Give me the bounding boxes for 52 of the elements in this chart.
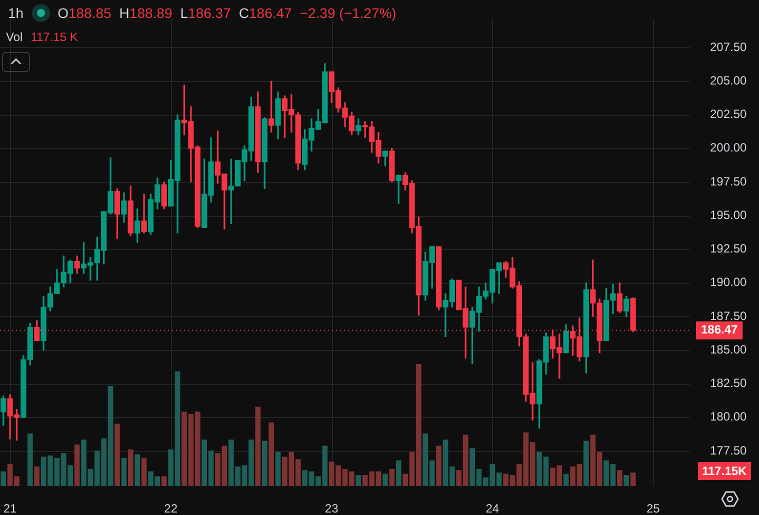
- y-tick-label: 205.00: [710, 73, 748, 88]
- x-tick-label: 25: [646, 502, 660, 515]
- ref-line-label: 186.47: [701, 322, 738, 337]
- bar: [27, 434, 33, 486]
- bar: [389, 468, 395, 486]
- bar: [121, 458, 127, 486]
- bar: [134, 454, 140, 486]
- bar: [275, 452, 281, 486]
- bar: [382, 474, 388, 486]
- annotation: C186.47: [238, 5, 292, 21]
- bar: [436, 446, 442, 486]
- bar: [616, 470, 622, 486]
- bar: [128, 449, 134, 486]
- annotation: Vol: [6, 30, 23, 44]
- annotation: 117.15 K: [30, 30, 78, 44]
- bar: [74, 444, 80, 486]
- bar: [268, 422, 274, 486]
- annotation: L186.37: [180, 5, 231, 21]
- y-tick-label: 177.50: [710, 443, 748, 458]
- y-tick-label: 187.50: [710, 308, 748, 323]
- bar: [563, 474, 569, 486]
- y-tick-label: 182.50: [710, 376, 748, 390]
- x-tick-label: 24: [486, 502, 500, 515]
- y-tick-label: 202.50: [710, 107, 748, 122]
- bar: [0, 471, 6, 486]
- bar: [583, 440, 589, 486]
- bar: [114, 424, 120, 486]
- y-tick-label: 190.00: [710, 275, 748, 290]
- y-tick-label: 207.50: [710, 40, 748, 54]
- y-tick-label: 195.00: [710, 208, 748, 222]
- y-tick-label: 197.50: [710, 174, 748, 188]
- chart-title: 1h: [8, 5, 24, 21]
- bar: [255, 406, 261, 486]
- bar: [624, 475, 630, 486]
- x-tick-label: 23: [324, 502, 339, 515]
- annotation: O188.85: [58, 5, 112, 21]
- bar: [34, 466, 40, 486]
- bar: [262, 440, 268, 486]
- bar: [161, 476, 167, 486]
- bar: [396, 460, 402, 486]
- y-tick-label: 192.50: [710, 242, 748, 256]
- bar: [630, 472, 636, 486]
- annotation: H188.89: [119, 5, 172, 21]
- annotation: −2.39 (−1.27%): [300, 5, 396, 21]
- y-tick-label: 180.00: [710, 410, 748, 424]
- bar: [356, 475, 362, 486]
- text: 117.15K: [698, 462, 751, 480]
- x-tick-label: 21: [3, 502, 18, 515]
- y-tick-label: 185.00: [710, 342, 748, 356]
- x-tick-label: 22: [164, 502, 178, 515]
- y-tick-label: 200.00: [710, 140, 748, 155]
- bar: [141, 458, 147, 486]
